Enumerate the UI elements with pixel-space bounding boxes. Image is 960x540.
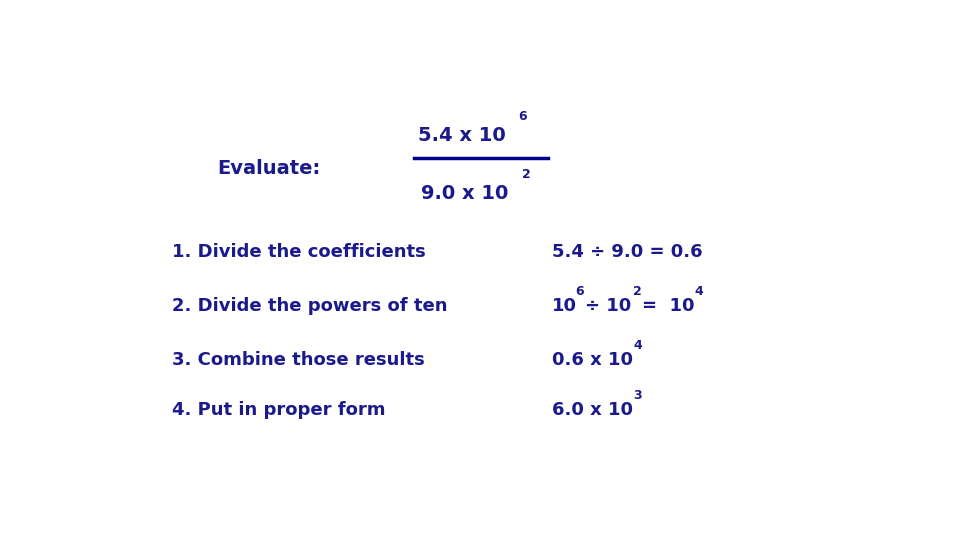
- Text: 5.4 ÷ 9.0 = 0.6: 5.4 ÷ 9.0 = 0.6: [551, 243, 702, 261]
- Text: ÷ 10: ÷ 10: [585, 297, 632, 315]
- Text: 9.0 x 10: 9.0 x 10: [421, 184, 509, 203]
- Text: 4: 4: [694, 285, 703, 298]
- Text: 6: 6: [575, 285, 584, 298]
- Text: 5.4 x 10: 5.4 x 10: [418, 126, 505, 145]
- Text: 3: 3: [634, 389, 642, 402]
- Text: 0.6 x 10: 0.6 x 10: [551, 351, 633, 369]
- Text: 4. Put in proper form: 4. Put in proper form: [172, 401, 386, 419]
- Text: 4: 4: [634, 339, 642, 352]
- Text: 2. Divide the powers of ten: 2. Divide the powers of ten: [172, 297, 447, 315]
- Text: 6.0 x 10: 6.0 x 10: [551, 401, 633, 419]
- Text: Evaluate:: Evaluate:: [218, 159, 321, 178]
- Text: 1. Divide the coefficients: 1. Divide the coefficients: [172, 243, 426, 261]
- Text: 3. Combine those results: 3. Combine those results: [172, 351, 425, 369]
- Text: 10: 10: [551, 297, 577, 315]
- Text: 2: 2: [634, 285, 642, 298]
- Text: 6: 6: [518, 110, 527, 123]
- Text: =  10: = 10: [642, 297, 695, 315]
- Text: 2: 2: [522, 168, 531, 181]
